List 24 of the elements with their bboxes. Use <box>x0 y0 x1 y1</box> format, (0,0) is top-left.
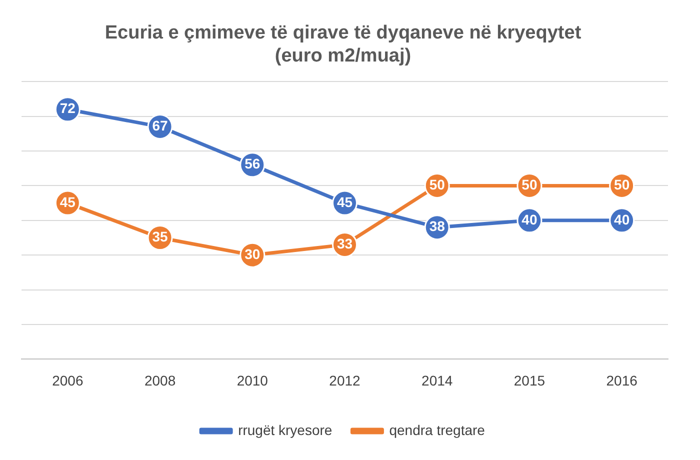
data-label: 56 <box>244 156 260 172</box>
data-label: 30 <box>244 246 260 262</box>
data-label: 67 <box>152 118 168 134</box>
data-label: 45 <box>60 194 76 210</box>
x-tick-label: 2008 <box>144 372 176 388</box>
data-label: 35 <box>152 228 168 245</box>
data-label: 38 <box>429 218 446 234</box>
x-tick-label: 2014 <box>422 372 453 388</box>
data-label: 50 <box>522 176 538 193</box>
legend-label: qendra tregtare <box>389 422 486 438</box>
x-tick-label: 2006 <box>52 372 84 388</box>
x-tick-label: 2012 <box>329 372 361 388</box>
chart-title: Ecuria e çmimeve të qirave të dyqaneve në kryeqytet (euro m2/muaj) <box>104 22 582 66</box>
data-label: 72 <box>60 100 76 116</box>
data-label: 40 <box>614 211 630 228</box>
x-tick-label: 2016 <box>606 372 638 388</box>
data-label: 33 <box>336 236 353 252</box>
data-label: 40 <box>522 211 538 228</box>
legend-label: rrugët kryesore <box>238 422 332 438</box>
data-label: 50 <box>429 176 446 193</box>
data-label: 45 <box>336 194 353 210</box>
data-label: 50 <box>614 176 630 193</box>
x-tick-label: 2010 <box>236 372 268 388</box>
x-tick-label: 2015 <box>514 372 546 388</box>
